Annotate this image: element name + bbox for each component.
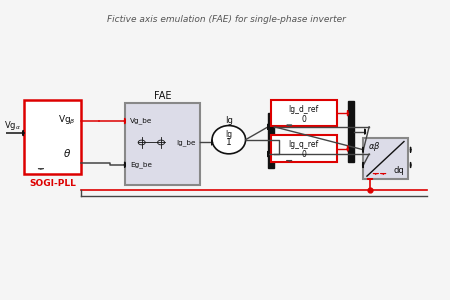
Text: Vg$_\beta$: Vg$_\beta$ [58,114,76,127]
Text: 0: 0 [302,150,306,159]
Text: FAE: FAE [154,92,171,101]
Text: Vg_be: Vg_be [130,118,153,124]
FancyBboxPatch shape [348,101,354,162]
FancyBboxPatch shape [125,103,200,185]
Text: $\alpha\beta$: $\alpha\beta$ [368,140,381,153]
Text: Ig: Ig [225,130,232,139]
Text: Ig_be: Ig_be [176,139,196,146]
Text: 0: 0 [302,115,306,124]
FancyBboxPatch shape [271,135,337,162]
Text: Ig_d_ref: Ig_d_ref [289,105,319,114]
FancyBboxPatch shape [268,113,274,168]
Circle shape [158,140,165,145]
Circle shape [138,140,145,145]
Text: $\theta$: $\theta$ [63,147,71,159]
Text: Fictive axis emulation (FAE) for single-phase inverter: Fictive axis emulation (FAE) for single-… [107,15,346,24]
Text: SOGI-PLL: SOGI-PLL [29,179,76,188]
Text: Vg$_\alpha$: Vg$_\alpha$ [4,118,21,132]
Text: Eg_be: Eg_be [130,161,153,168]
FancyBboxPatch shape [271,100,337,126]
Text: 1: 1 [226,138,232,147]
Text: Ig_q_ref: Ig_q_ref [289,140,319,149]
Ellipse shape [212,126,246,154]
Text: dq: dq [393,166,404,175]
FancyBboxPatch shape [24,100,81,174]
FancyBboxPatch shape [364,138,408,179]
Text: Ig: Ig [225,116,233,125]
